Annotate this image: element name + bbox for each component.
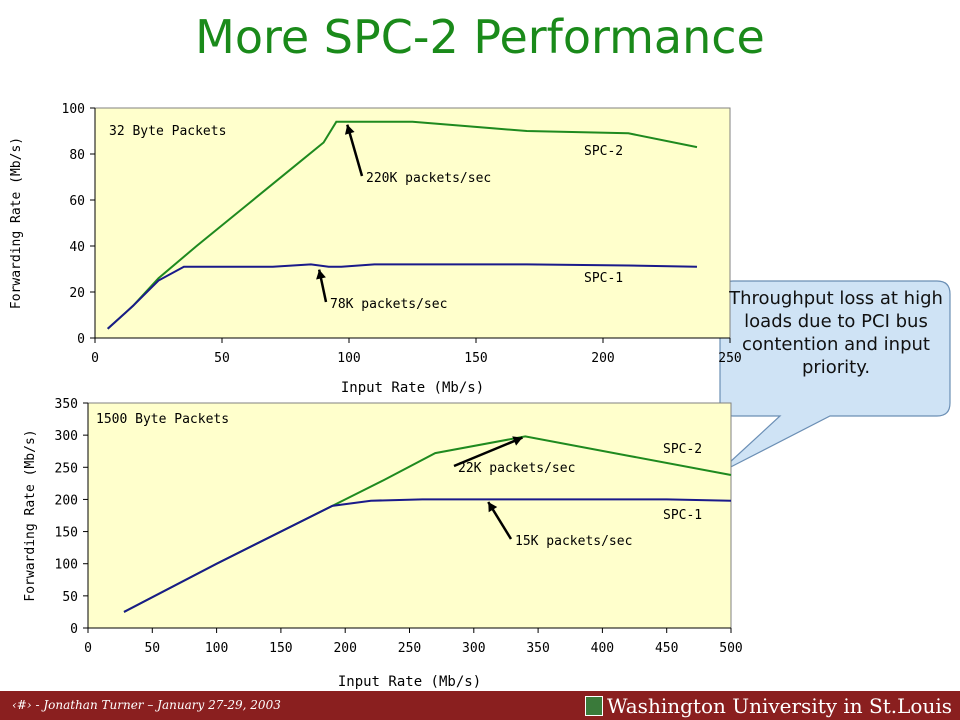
- y-tick-label: 100: [62, 102, 85, 117]
- annotation-label: 78K packets/sec: [330, 297, 447, 312]
- series-line-spc-2: [107, 120, 698, 330]
- annotation-label: 22K packets/sec: [458, 461, 575, 476]
- annotation-arrowhead: [316, 269, 326, 280]
- y-tick-label: 350: [55, 397, 78, 412]
- annotation-arrowhead: [512, 436, 523, 446]
- callout-text: Throughput loss at high loads due to PCI…: [729, 288, 943, 378]
- annotation-arrowhead: [488, 501, 498, 513]
- x-tick-label: 100: [205, 641, 228, 656]
- y-tick-label: 80: [69, 148, 85, 163]
- series-line-spc-1: [107, 263, 697, 330]
- x-tick-label: 450: [655, 641, 678, 656]
- footer-bar: ‹#› - Jonathan Turner – January 27-29, 2…: [0, 691, 960, 720]
- chart-title: 32 Byte Packets: [109, 124, 226, 139]
- x-axis-label: Input Rate (Mb/s): [338, 674, 481, 690]
- slide-title: More SPC-2 Performance: [195, 10, 765, 64]
- university-name: Washington University in St.Louis: [606, 694, 952, 718]
- x-tick-label: 300: [462, 641, 485, 656]
- annotation-arrow: [453, 436, 523, 468]
- x-tick-label: 100: [337, 351, 360, 366]
- y-tick-label: 40: [69, 240, 85, 255]
- y-tick-label: 250: [55, 461, 78, 476]
- x-tick-label: 50: [144, 641, 160, 656]
- y-axis-label: Forwarding Rate (Mb/s): [23, 429, 38, 601]
- x-tick-label: 150: [464, 351, 487, 366]
- plot-area: [87, 402, 732, 629]
- x-tick-label: 50: [214, 351, 230, 366]
- shield-icon: [584, 696, 603, 716]
- series-label-spc-1: SPC-1: [663, 508, 702, 523]
- x-tick-label: 200: [333, 641, 356, 656]
- y-axis-label: Forwarding Rate (Mb/s): [9, 137, 24, 309]
- y-tick-label: 100: [55, 558, 78, 573]
- y-tick-label: 0: [70, 622, 78, 637]
- plot-area: [94, 107, 731, 339]
- series-label-spc-1: SPC-1: [584, 271, 623, 286]
- x-tick-label: 250: [398, 641, 421, 656]
- annotation-arrowhead: [344, 124, 355, 135]
- university-logo: Washington University in St.Louis: [584, 694, 952, 718]
- y-tick-label: 0: [77, 332, 85, 347]
- series-line-spc-1: [123, 498, 732, 613]
- series-label-spc-2: SPC-2: [663, 442, 702, 457]
- y-tick-label: 20: [69, 286, 85, 301]
- x-axis-label: Input Rate (Mb/s): [341, 380, 484, 396]
- x-tick-label: 400: [591, 641, 614, 656]
- y-tick-label: 200: [55, 493, 78, 508]
- annotation-label: 220K packets/sec: [366, 171, 491, 186]
- x-tick-label: 200: [591, 351, 614, 366]
- chart-title: 1500 Byte Packets: [96, 412, 229, 427]
- x-tick-label: 150: [269, 641, 292, 656]
- x-tick-label: 0: [91, 351, 99, 366]
- y-tick-label: 300: [55, 429, 78, 444]
- series-label-spc-2: SPC-2: [584, 144, 623, 159]
- x-tick-label: 350: [526, 641, 549, 656]
- x-tick-label: 0: [84, 641, 92, 656]
- y-tick-label: 50: [62, 590, 78, 605]
- annotation-label: 15K packets/sec: [515, 534, 632, 549]
- x-tick-label: 500: [719, 641, 742, 656]
- y-tick-label: 60: [69, 194, 85, 209]
- x-tick-label: 250: [718, 351, 741, 366]
- footer-text: ‹#› - Jonathan Turner – January 27-29, 2…: [12, 698, 281, 712]
- y-tick-label: 150: [55, 526, 78, 541]
